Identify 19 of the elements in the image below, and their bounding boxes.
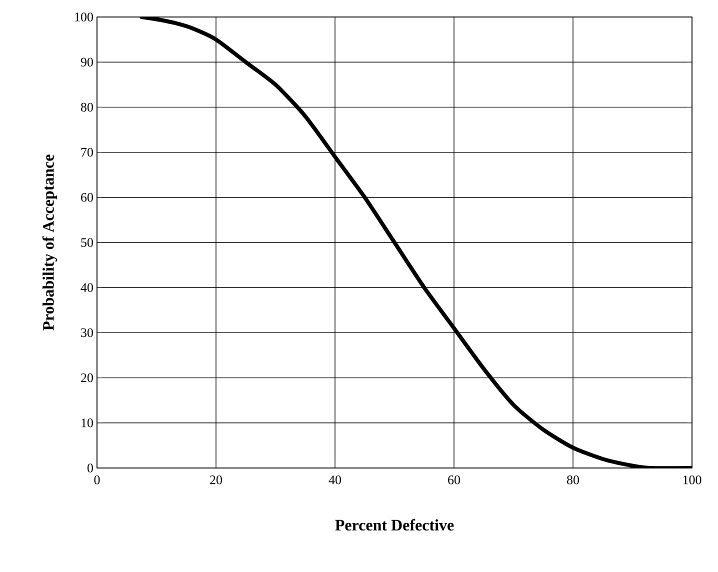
x-tick-label: 100 [683,476,702,484]
y-tick-label: 40 [80,283,93,292]
y-tick-label: 80 [80,102,93,112]
x-axis-title: Percent Defective [335,519,454,531]
x-tick-label: 80 [567,476,580,484]
y-tick-label: 100 [75,12,93,22]
y-tick-label: 10 [82,418,93,428]
y-tick-label: 30 [81,328,93,338]
x-tick-label: 40 [328,476,342,484]
y-tick-label: 70 [81,148,93,157]
y-tick-label: 60 [81,193,93,202]
y-tick-label: 20 [81,373,93,382]
y-tick-label: 50 [81,238,93,247]
x-tick-label: 20 [210,476,222,484]
y-axis-title: Probability of Acceptance [42,154,58,330]
y-tick-label: 90 [80,58,93,66]
x-tick-label: 0 [94,476,100,484]
y-tick-label: 0 [87,464,93,472]
x-tick-label: 60 [448,476,460,484]
